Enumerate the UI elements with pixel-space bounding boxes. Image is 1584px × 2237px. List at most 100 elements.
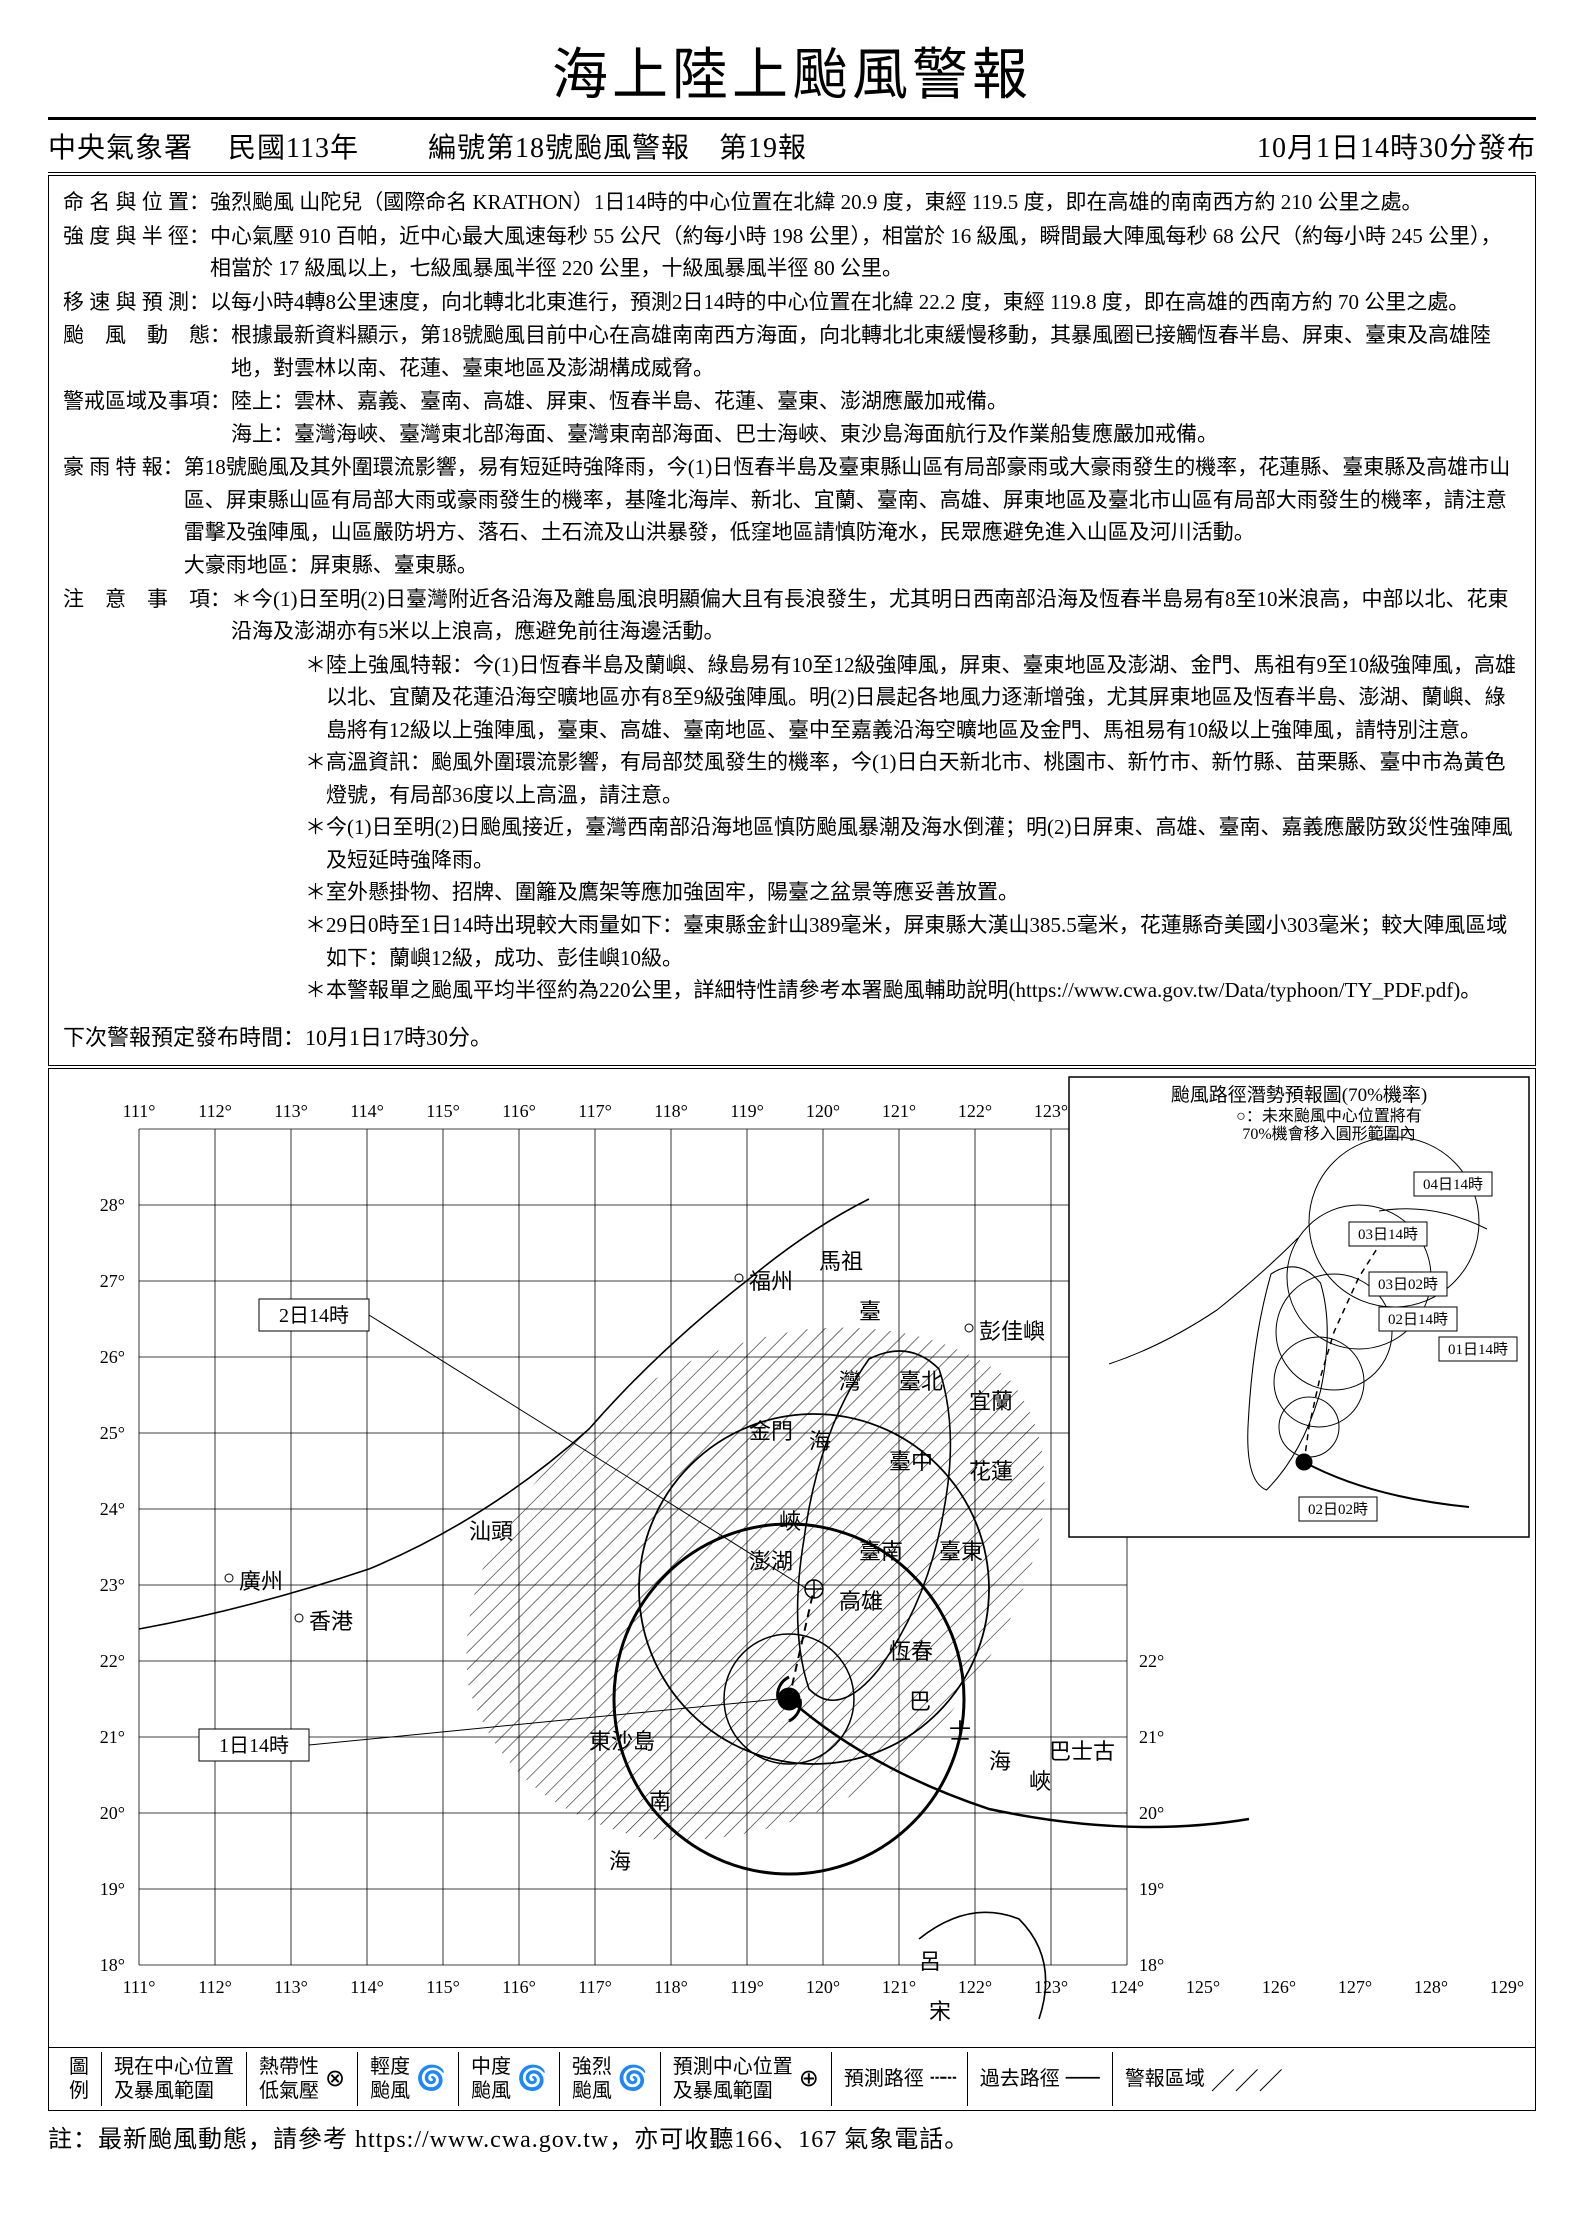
svg-text:19°: 19°	[1139, 1879, 1164, 1899]
note-item: ＊室外懸掛物、招牌、圍籬及鷹架等應加強固牢，陽臺之盆景等應妥善放置。	[305, 876, 1521, 909]
svg-text:24°: 24°	[100, 1499, 125, 1519]
svg-text:115°: 115°	[426, 1977, 460, 1997]
label-notes: 注 意 事 項	[63, 583, 210, 648]
svg-text:124°: 124°	[1110, 1977, 1144, 1997]
svg-text:70%機會移入圓形範圍內: 70%機會移入圓形範圍內	[1242, 1125, 1415, 1143]
svg-text:112°: 112°	[198, 1101, 232, 1121]
svg-text:22°: 22°	[100, 1651, 125, 1671]
svg-text:19°: 19°	[100, 1879, 125, 1899]
svg-text:花蓮: 花蓮	[969, 1459, 1013, 1484]
svg-text:臺北: 臺北	[899, 1369, 943, 1394]
svg-text:臺中: 臺中	[889, 1449, 933, 1474]
note-item: ＊高溫資訊：颱風外圍環流影響，有局部焚風發生的機率，今(1)日白天新北市、桃園市…	[305, 746, 1521, 811]
intensity-text: 中心氣壓 910 百帕，近中心最大風速每秒 55 公尺（約每小時 198 公里）…	[210, 220, 1521, 285]
svg-text:117°: 117°	[578, 1101, 612, 1121]
divider	[48, 172, 1536, 173]
svg-text:峽: 峽	[779, 1509, 801, 1534]
legend-past-path: 過去路徑	[980, 2067, 1060, 2091]
svg-text:128°: 128°	[1414, 1977, 1448, 1997]
svg-text:23°: 23°	[100, 1575, 125, 1595]
note-item: ＊陸上強風特報：今(1)日恆春半島及蘭嶼、綠島易有10至12級強陣風，屏東、臺東…	[305, 649, 1521, 747]
year: 民國113年	[228, 126, 428, 166]
svg-text:121°: 121°	[882, 1977, 916, 1997]
legend-forecast-center: 預測中心位置 及暴風範圍	[673, 2055, 793, 2103]
svg-text:香港: 香港	[309, 1609, 353, 1634]
subheader: 中央氣象署 民國113年 編號第18號颱風警報 第19報 10月1日14時30分…	[48, 122, 1536, 170]
svg-text:臺: 臺	[859, 1299, 881, 1324]
alert-area-icon: ／／／	[1211, 2061, 1283, 2096]
svg-text:臺東: 臺東	[939, 1539, 983, 1564]
svg-text:122°: 122°	[958, 1101, 992, 1121]
svg-text:海: 海	[809, 1429, 831, 1454]
footnote: 註：最新颱風動態，請參考 https://www.cwa.gov.tw，亦可收聽…	[48, 2119, 1536, 2154]
note-item: ＊29日0時至1日14時出現較大雨量如下：臺東縣金針山389毫米，屏東縣大漢山3…	[305, 909, 1521, 974]
svg-text:22°: 22°	[1139, 1651, 1164, 1671]
svg-text:111°: 111°	[123, 1101, 156, 1121]
svg-text:26°: 26°	[100, 1347, 125, 1367]
severe-typhoon-icon: 🌀	[618, 2064, 648, 2093]
svg-text:123°: 123°	[1034, 1101, 1068, 1121]
svg-text:03日02時: 03日02時	[1378, 1276, 1438, 1293]
svg-text:○：未來颱風中心位置將有: ○：未來颱風中心位置將有	[1236, 1107, 1422, 1125]
svg-text:117°: 117°	[578, 1977, 612, 1997]
svg-text:119°: 119°	[730, 1101, 764, 1121]
svg-text:03日14時: 03日14時	[1358, 1226, 1418, 1243]
naming-text: 強烈颱風 山陀兒（國際命名 KRATHON）1日14時的中心位置在北緯 20.9…	[210, 186, 1521, 219]
svg-text:04日14時: 04日14時	[1423, 1176, 1483, 1193]
svg-text:21°: 21°	[100, 1727, 125, 1747]
svg-text:宋: 宋	[929, 1999, 951, 2024]
svg-text:118°: 118°	[654, 1101, 688, 1121]
svg-text:28°: 28°	[100, 1195, 125, 1215]
svg-text:颱風路徑潛勢預報圖(70%機率): 颱風路徑潛勢預報圖(70%機率)	[1171, 1084, 1427, 1106]
rain-text: 第18號颱風及其外圍環流影響，易有短延時強降雨，今(1)日恆春半島及臺東縣山區有…	[184, 451, 1521, 581]
svg-text:119°: 119°	[730, 1977, 764, 1997]
tropical-icon: ⊗	[325, 2064, 345, 2093]
svg-text:02日02時: 02日02時	[1308, 1501, 1368, 1518]
svg-text:114°: 114°	[350, 1101, 384, 1121]
svg-text:120°: 120°	[806, 1101, 840, 1121]
svg-text:20°: 20°	[100, 1803, 125, 1823]
svg-text:汕頭: 汕頭	[469, 1519, 513, 1544]
svg-text:118°: 118°	[654, 1977, 688, 1997]
svg-text:113°: 113°	[274, 1977, 308, 1997]
legend-alert-area: 警報區域	[1125, 2067, 1205, 2091]
legend-moderate: 中度 颱風	[471, 2055, 511, 2103]
legend-tropical: 熱帶性 低氣壓	[259, 2055, 319, 2103]
svg-text:122°: 122°	[958, 1977, 992, 1997]
light-typhoon-icon: 🌀	[416, 2064, 446, 2093]
svg-text:峽: 峽	[1029, 1769, 1051, 1794]
next-issue: 下次警報預定發布時間：10月1日17時30分。	[63, 1021, 1521, 1055]
svg-text:129°: 129°	[1490, 1977, 1524, 1997]
moderate-typhoon-icon: 🌀	[517, 2064, 547, 2093]
alert-text: 陸上：雲林、嘉義、臺南、高雄、屏東、恆春半島、花蓮、臺東、澎湖應嚴加戒備。 海上…	[231, 385, 1521, 450]
label-naming: 命 名 與 位 置	[63, 186, 189, 219]
svg-text:115°: 115°	[426, 1101, 460, 1121]
label-movement: 移 速 與 預 測	[63, 286, 189, 319]
divider	[48, 117, 1536, 120]
svg-text:01日14時: 01日14時	[1448, 1341, 1508, 1358]
legend: 圖 例 現在中心位置 及暴風範圍 熱帶性 低氣壓⊗ 輕度 颱風🌀 中度 颱風🌀 …	[48, 2048, 1536, 2111]
svg-text:馬祖: 馬祖	[819, 1249, 863, 1274]
svg-text:南: 南	[649, 1789, 671, 1814]
svg-text:金門: 金門	[749, 1419, 793, 1444]
svg-text:呂: 呂	[919, 1949, 941, 1974]
note-item: ＊本警報單之颱風平均半徑約為220公里，詳細特性請參考本署颱風輔助說明(http…	[305, 974, 1521, 1007]
svg-text:123°: 123°	[1034, 1977, 1068, 1997]
movement-text: 以每小時4轉8公里速度，向北轉北北東進行，預測2日14時的中心位置在北緯 22.…	[210, 286, 1521, 319]
issue-time: 10月1日14時30分發布	[1257, 126, 1536, 166]
svg-text:東沙島: 東沙島	[589, 1729, 655, 1754]
label-alert: 警戒區域及事項	[63, 385, 210, 450]
agency: 中央氣象署	[48, 126, 228, 166]
svg-text:彭佳嶼: 彭佳嶼	[979, 1319, 1045, 1344]
legend-forecast-path: 預測路徑	[844, 2067, 924, 2091]
svg-text:113°: 113°	[274, 1101, 308, 1121]
svg-text:福州: 福州	[749, 1269, 793, 1294]
svg-text:114°: 114°	[350, 1977, 384, 1997]
legend-light: 輕度 颱風	[370, 2055, 410, 2103]
forecast-path-icon: ┄┄	[930, 2064, 955, 2093]
svg-text:高雄: 高雄	[839, 1589, 883, 1614]
label-intensity: 強 度 與 半 徑	[63, 220, 189, 285]
legend-severe: 強烈 颱風	[572, 2055, 612, 2103]
svg-text:2日14時: 2日14時	[279, 1304, 349, 1327]
notes-list: ＊陸上強風特報：今(1)日恆春半島及蘭嶼、綠島易有10至12級強陣風，屏東、臺東…	[63, 649, 1521, 1007]
